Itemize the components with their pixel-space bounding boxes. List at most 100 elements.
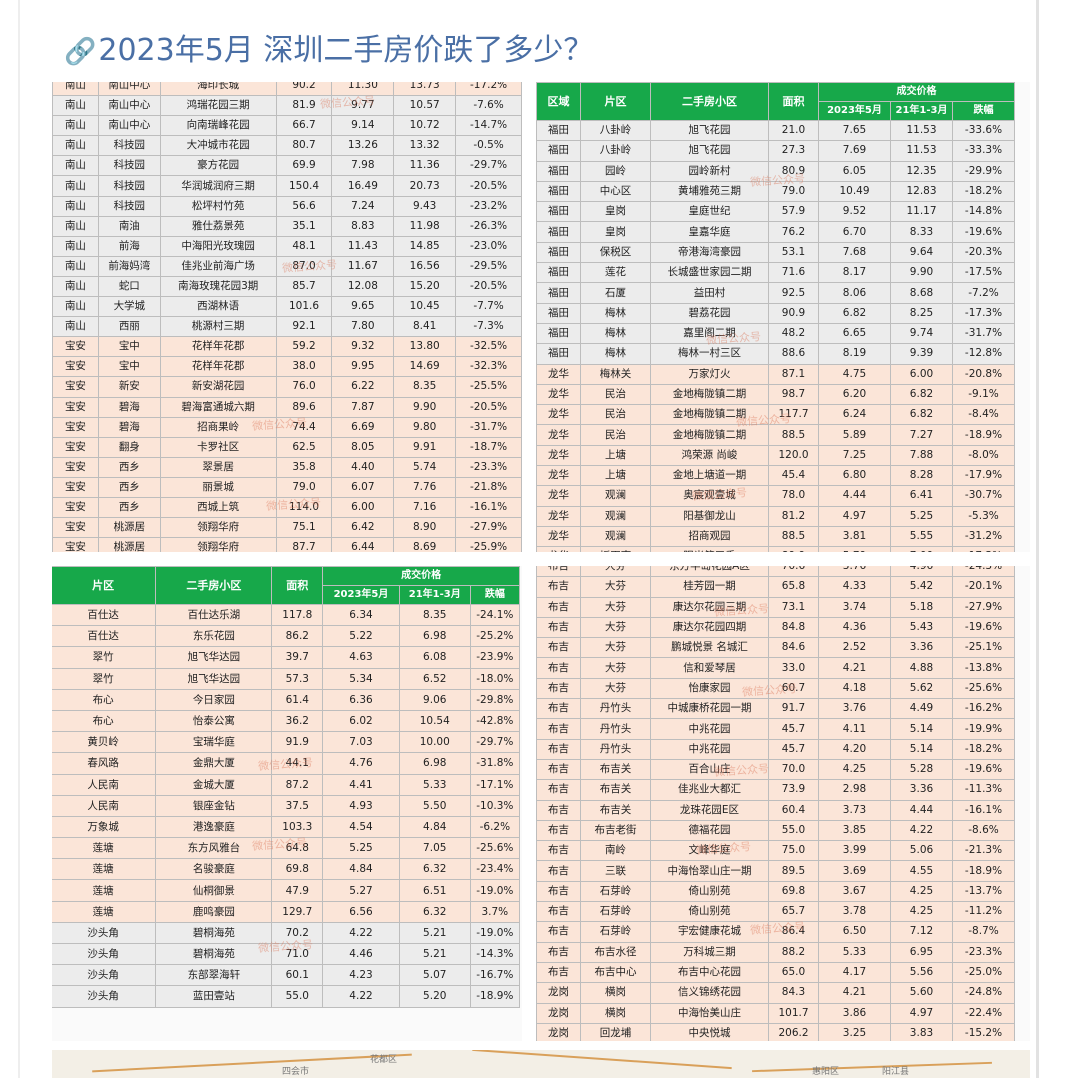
- table-cell: 旭飞花园: [650, 119, 769, 142]
- table-cell: 9.52: [818, 201, 891, 223]
- table-cell: 招商观园: [650, 525, 769, 548]
- frame-left-border: [18, 0, 20, 1078]
- table-cell: 4.36: [818, 616, 891, 639]
- table-cell: -31.2%: [952, 525, 1015, 548]
- table-cell: 福田: [536, 201, 581, 223]
- table-cell: 10.49: [818, 180, 891, 203]
- table-cell: 86.4: [768, 921, 819, 943]
- header-price-group: 成交价格: [322, 566, 520, 586]
- table-cell: 16.56: [393, 255, 457, 277]
- table-image-top-left[interactable]: 南山 南山中心 海印长城 90.2 11.30 13.73 -17.2% 南山 南山中心 鸿瑞花园…: [52, 82, 522, 552]
- table-cell: 10.72: [393, 115, 457, 137]
- table-cell: 6.51: [398, 879, 471, 902]
- table-image-bottom-left[interactable]: 片区 二手房小区 面积 成交价格 2023年5月 21年1-3月 跌幅 百仕达百…: [52, 566, 522, 1041]
- table-cell: 佳兆业前海广场: [159, 255, 277, 277]
- table-cell: 6.36: [322, 688, 400, 711]
- table-cell: 11.98: [393, 215, 457, 237]
- table-cell: 西丽: [97, 316, 161, 338]
- table-cell: 65.0: [768, 961, 819, 984]
- table-cell: 5.20: [398, 985, 471, 1008]
- table-cell: -18.0%: [469, 667, 521, 690]
- table-cell: 9.90: [890, 262, 953, 284]
- table-row: 布吉 石芽岭 宇宏健康花城 86.4 6.50 7.12 -8.7%: [536, 921, 1015, 943]
- header-size: 面积: [271, 566, 324, 605]
- table-row: 布吉 布吉关 佳兆业大都汇 73.9 2.98 3.36 -11.3%: [536, 779, 1015, 801]
- table-cell: 龙珠花园E区: [650, 799, 769, 821]
- table-cell: 龙岗: [536, 1022, 581, 1041]
- table-cell: 康达尔花园四期: [650, 616, 769, 639]
- table-cell: 布吉老街: [580, 819, 651, 842]
- table-cell: 碧荔花园: [650, 302, 769, 324]
- table-cell: 福田: [536, 221, 581, 243]
- table-cell: 4.97: [818, 505, 891, 527]
- table-cell: 13.80: [393, 336, 457, 358]
- table-cell: 石芽岭: [580, 880, 651, 903]
- table-cell: -27.9%: [952, 596, 1015, 618]
- table-cell: 丽景城: [159, 476, 277, 498]
- table-cell: -16.7%: [469, 964, 521, 987]
- table-cell: 6.82: [890, 404, 953, 426]
- table-cell: 东方风雅台: [155, 837, 273, 860]
- table-cell: 翻身: [97, 436, 161, 458]
- table-cell: 龙岗: [536, 1002, 581, 1024]
- table-cell: 11.43: [331, 235, 395, 257]
- table-row: 福田 梅林 碧荔花园 90.9 6.82 8.25 -17.3%: [536, 302, 1015, 324]
- table-cell: 6.22: [331, 376, 395, 398]
- table-cell: 3.99: [818, 840, 891, 862]
- table-cell: 宝安: [52, 436, 99, 458]
- table-cell: 7.12: [890, 921, 953, 943]
- table-cell: 5.33: [398, 773, 471, 796]
- map-image-strip[interactable]: 四会市 花都区 惠阳区 阳江县: [52, 1050, 1030, 1078]
- table-cell: 南山中心: [97, 95, 161, 117]
- table-cell: 74.4: [275, 416, 333, 438]
- table-cell: 百仕达: [52, 625, 157, 648]
- table-cell: 5.56: [890, 961, 953, 984]
- table-row: 龙华 民治 金地梅陇镇二期 88.5 5.89 7.27 -18.9%: [536, 424, 1015, 446]
- table-cell: 宝安: [52, 537, 99, 552]
- table-cell: 45.7: [768, 738, 819, 760]
- table-cell: 11.17: [890, 201, 953, 223]
- scrollbar[interactable]: [1036, 0, 1039, 1078]
- table-cell: 旭飞花园: [650, 140, 769, 162]
- table-cell: 丹竹头: [580, 698, 651, 720]
- table-cell: 莲花: [580, 262, 651, 284]
- table-cell: -8.6%: [952, 819, 1015, 842]
- table-cell: 向南瑞峰花园: [159, 115, 277, 137]
- table-cell: 科技园: [97, 175, 161, 197]
- table-row: 南山 前海妈湾 佳兆业前海广场 87.0 11.67 16.56 -29.5%: [52, 255, 522, 277]
- table-row: 宝安 桃源居 领翔华府 75.1 6.42 8.90 -27.9%: [52, 517, 522, 539]
- table-cell: 6.98: [398, 625, 471, 648]
- table-cell: 信和爱琴居: [650, 657, 769, 679]
- table-cell: 布吉: [536, 941, 581, 963]
- table-cell: 宝安: [52, 456, 99, 478]
- table-cell: -15.2%: [952, 1022, 1015, 1041]
- table-cell: 宝安: [52, 517, 99, 539]
- table-cell: 沙头角: [52, 921, 157, 945]
- table-cell: 4.23: [322, 964, 400, 987]
- table-cell: 16.49: [331, 175, 395, 197]
- table-cell: 3.36: [890, 637, 953, 659]
- table-cell: 81.2: [768, 505, 819, 527]
- table-row: 宝安 宝中 花样年花郡 59.2 9.32 13.80 -32.5%: [52, 336, 522, 358]
- table-cell: 碧海富通城六期: [159, 396, 277, 418]
- table-cell: 69.9: [275, 155, 333, 177]
- table-cell: -14.3%: [469, 942, 521, 966]
- table-image-bottom-right[interactable]: 布吉 大芬 东方半岛花园A区 70.6 3.76 4.96 -24.3% 布吉 大芬 桂芳园一期 6…: [536, 566, 1030, 1041]
- table-cell: 园岭: [580, 160, 651, 182]
- table-cell: 9.39: [890, 343, 953, 365]
- table-cell: 91.9: [271, 731, 324, 754]
- table-row: 布吉 石芽岭 倚山别苑 69.8 3.67 4.25 -13.7%: [536, 880, 1015, 903]
- table-cell: 布吉: [536, 819, 581, 842]
- table-cell: -23.2%: [455, 195, 522, 217]
- header-district: 区域: [536, 82, 581, 121]
- table-image-top-right[interactable]: 区域 片区 二手房小区 面积 成交价格 2023年5月 21年1-3月 跌幅 福…: [536, 82, 1030, 552]
- table-cell: 梅林一村三区: [650, 343, 769, 365]
- table-cell: 上塘: [580, 465, 651, 487]
- title-text: 2023年5月 深圳二手房价跌了多少？: [98, 33, 594, 68]
- table-row: 福田 梅林 梅林一村三区 88.6 8.19 9.39 -12.8%: [536, 343, 1015, 365]
- table-cell: 89.9: [768, 546, 819, 552]
- table-cell: 9.77: [331, 95, 395, 117]
- table-cell: 梅林: [580, 302, 651, 324]
- table-cell: 4.41: [322, 773, 400, 796]
- table-cell: 福田: [536, 160, 581, 182]
